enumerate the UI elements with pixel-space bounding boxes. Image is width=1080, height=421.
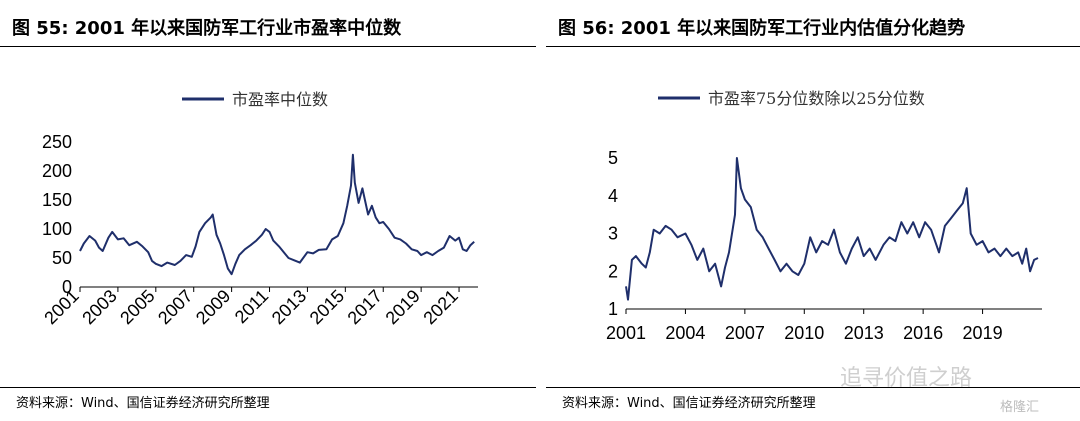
y-tick-label: 250 <box>42 132 72 152</box>
x-tick-label: 2005 <box>116 286 158 328</box>
line-chart-right: 市盈率75分位数除以25分位数 1 2 3 4 5 2001 2004 2007 2010 2013… <box>606 89 1042 343</box>
x-tick-label: 2011 <box>231 286 273 328</box>
x-tick-label: 2001 <box>40 286 82 328</box>
y-tick-label: 2 <box>608 261 618 281</box>
x-tick-label: 2019 <box>963 323 1003 343</box>
source-note-right: 资料来源：Wind、国信证券经济研究所整理 <box>562 396 816 411</box>
y-tick-label: 3 <box>608 224 618 244</box>
footer-divider-right <box>546 387 1080 388</box>
x-tick-label: 2007 <box>725 323 765 343</box>
legend-label: 市盈率75分位数除以25分位数 <box>708 89 925 108</box>
x-tick-label: 2019 <box>382 286 424 328</box>
footer-divider-left <box>0 387 536 388</box>
chart-title-left: 图 55: 2001 年以来国防军工行业市盈率中位数 <box>12 18 402 39</box>
x-tick-label: 2021 <box>419 286 461 328</box>
line-chart-left: 市盈率中位数 0 50 100 150 200 250 2001200320052007200… <box>40 90 478 328</box>
x-tick-label: 2007 <box>154 286 196 328</box>
watermark-brand: 格隆汇 <box>1000 400 1040 415</box>
title-divider-left <box>0 46 536 47</box>
source-note-left: 资料来源：Wind、国信证券经济研究所整理 <box>16 396 270 411</box>
x-tick-label: 2001 <box>606 323 646 343</box>
x-tick-label: 2009 <box>192 286 234 328</box>
y-tick-label: 50 <box>52 248 72 268</box>
x-tick-label: 2010 <box>784 323 824 343</box>
chart-panel-left: 图 55: 2001 年以来国防军工行业市盈率中位数 市盈率中位数 0 50 100 1… <box>0 0 536 421</box>
series-line <box>625 157 1039 301</box>
watermark-text: 追寻价值之路 <box>840 366 973 391</box>
series-line <box>79 153 475 276</box>
y-tick-label: 150 <box>42 190 72 210</box>
x-tick-label: 2003 <box>78 286 120 328</box>
y-tick-label: 4 <box>608 186 618 206</box>
x-tick-label: 2017 <box>344 286 386 328</box>
x-tick-label: 2013 <box>844 323 884 343</box>
chart-panel-right: 图 56: 2001 年以来国防军工行业内估值分化趋势 市盈率75分位数除以25… <box>546 0 1080 421</box>
x-tick-label: 2016 <box>903 323 943 343</box>
x-tick-label: 2013 <box>268 286 310 328</box>
legend-label: 市盈率中位数 <box>232 90 328 109</box>
y-tick-label: 200 <box>42 161 72 181</box>
title-divider-right <box>546 46 1080 47</box>
y-tick-label: 0 <box>62 277 72 297</box>
chart-title-right: 图 56: 2001 年以来国防军工行业内估值分化趋势 <box>558 18 966 39</box>
y-tick-label: 100 <box>42 219 72 239</box>
x-tick-label: 2004 <box>665 323 705 343</box>
y-tick-label: 1 <box>608 299 618 319</box>
x-tick-label: 2015 <box>306 286 348 328</box>
y-tick-label: 5 <box>608 148 618 168</box>
